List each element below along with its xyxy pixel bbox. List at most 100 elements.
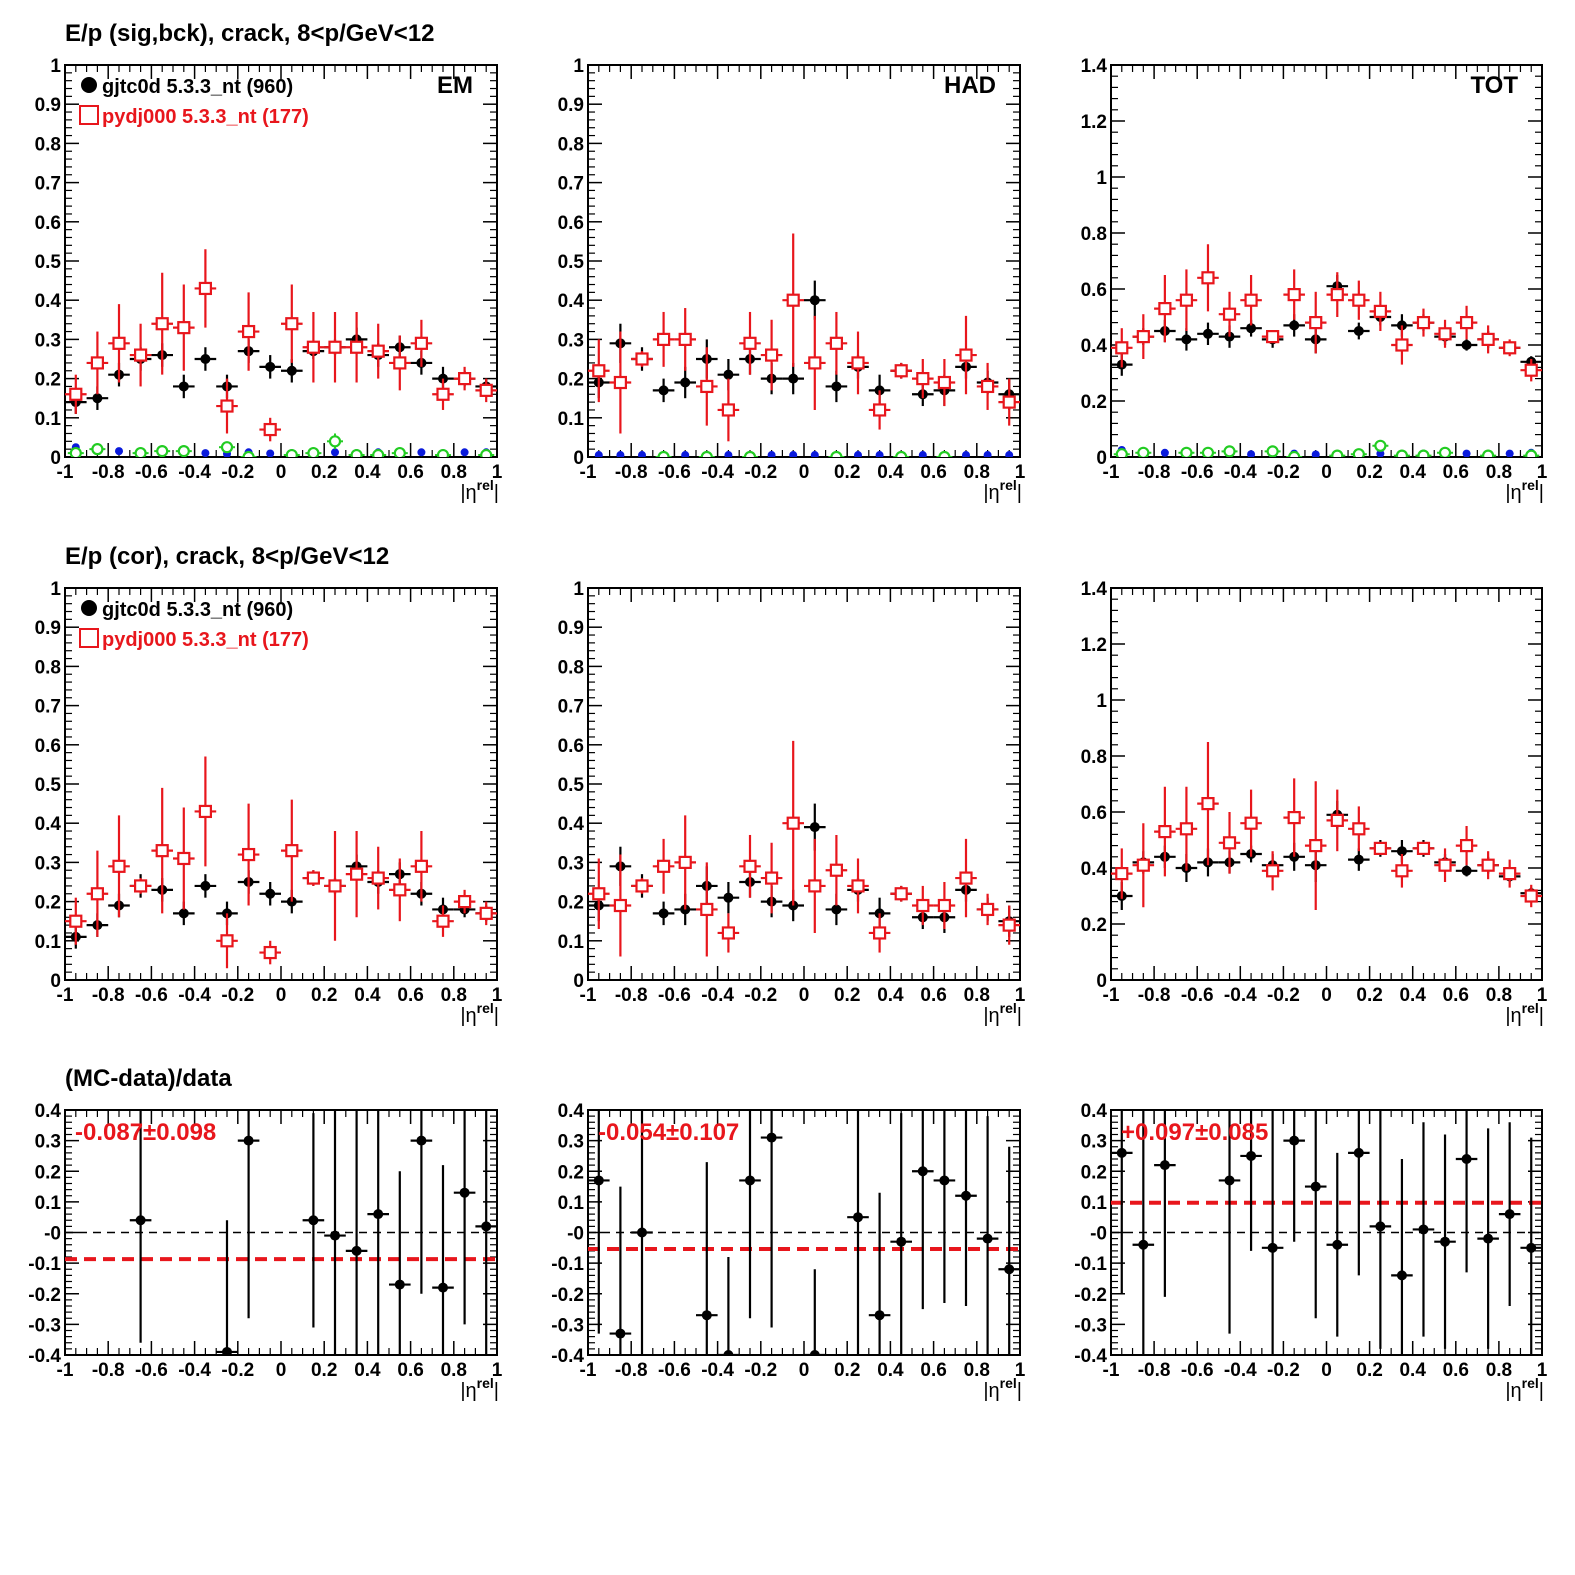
series-open-square: [65, 249, 497, 442]
data-point: [178, 381, 189, 392]
data-point: [200, 880, 211, 891]
y-tick-label: 0.4: [1081, 336, 1108, 357]
data-point: [1116, 1147, 1127, 1158]
x-tick-label: 0.8: [441, 985, 467, 1006]
plot-frame: [1110, 64, 1543, 458]
x-tick-label: -0.2: [221, 1360, 254, 1381]
green-point: [91, 443, 104, 456]
x-tick-label: -1: [57, 462, 74, 483]
x-tick-label: 0: [276, 1360, 287, 1381]
blue-point: [1160, 448, 1169, 457]
series-open-circle: [1113, 439, 1540, 457]
mc-point: [198, 804, 212, 819]
mc-point: [112, 859, 126, 873]
y-tick-label: 0.1: [35, 932, 62, 953]
series-dot: [588, 1110, 1020, 1355]
series-dot: [1111, 275, 1542, 376]
x-tick-label: -0.4: [701, 1360, 734, 1381]
mc-point: [198, 281, 212, 296]
y-tick-label: 0.7: [35, 697, 61, 718]
y-tick-label: 0.2: [1081, 392, 1107, 413]
row3-title: (MC-data)/data: [65, 1065, 232, 1092]
blue-point: [201, 449, 210, 457]
x-tick-label: -0.6: [1181, 985, 1214, 1006]
blue-point: [810, 451, 819, 457]
y-tick-label: 0: [50, 971, 61, 992]
y-tick-label: 0.6: [558, 213, 584, 234]
y-tick-label: 1: [573, 579, 584, 600]
blue-point: [854, 451, 862, 457]
panel-ratio-TOT: -0.4 -0.3 -0.2 -0.1 -0 0.1 0.2 0.3 0.4 -1 -0.8 -0.6…: [1074, 1101, 1547, 1402]
data-point: [1526, 1242, 1537, 1253]
mc-point: [155, 844, 169, 858]
mc-point: [635, 352, 649, 366]
data-point: [416, 1135, 427, 1146]
mc-point: [1352, 822, 1366, 836]
data-point: [745, 1175, 755, 1186]
data-point: [481, 1221, 492, 1232]
x-tick-label: -0.6: [1181, 462, 1214, 483]
green-point: [1223, 445, 1236, 457]
x-tick-label: 0.2: [834, 985, 860, 1006]
data-point: [1461, 1154, 1472, 1164]
y-tick-label: 0.1: [558, 932, 585, 953]
x-tick-label: 0: [276, 985, 287, 1006]
data-point: [1375, 1221, 1386, 1232]
blue-point: [115, 447, 123, 456]
mc-point: [242, 847, 256, 862]
x-tick-label: -1: [1103, 1360, 1120, 1381]
y-tick-label: -0: [1090, 1224, 1107, 1245]
green-point: [1395, 449, 1409, 457]
data-point: [135, 1215, 146, 1226]
mc-point: [1330, 813, 1344, 828]
x-axis-label: |ηrel|: [1505, 1000, 1544, 1027]
x-tick-label: -0.4: [1224, 462, 1257, 483]
x-tick-label: 1: [1015, 462, 1026, 483]
legend-data-marker: [81, 600, 97, 616]
x-axis-label: |ηrel|: [983, 477, 1022, 504]
y-tick-label: 0.4: [35, 1101, 62, 1122]
data-point: [788, 373, 799, 384]
data-layer: [1111, 1110, 1542, 1355]
x-tick-label: 0.8: [964, 1360, 990, 1381]
x-tick-label: 0.2: [834, 462, 860, 483]
mc-point: [1438, 858, 1452, 872]
mc-point: [916, 372, 930, 386]
data-point: [831, 904, 842, 915]
y-tick-label: 0.8: [1081, 224, 1107, 245]
data-point: [222, 1346, 232, 1355]
blue-point: [1311, 450, 1320, 457]
y-tick-label: -0: [567, 1224, 584, 1245]
mc-point: [592, 887, 606, 901]
mc-point: [613, 375, 628, 390]
blue-point: [962, 451, 970, 457]
y-tick-label: -0.1: [28, 1254, 61, 1275]
x-axis-label: |ηrel|: [460, 477, 499, 504]
x-axis-label: |ηrel|: [1505, 477, 1544, 504]
x-tick-label: -1: [57, 985, 74, 1006]
y-tick-label: 0.6: [1081, 803, 1107, 824]
panel-HAD: 00.10.20.30.40.50.60.70.80.91-1 -0.8 -0.6-…: [558, 56, 1026, 504]
y-tick-label: -0.4: [1074, 1346, 1107, 1367]
data-layer: [588, 740, 1020, 957]
green-point: [1201, 446, 1215, 457]
mc-point: [90, 356, 105, 370]
mc-point: [220, 934, 234, 948]
data-layer: [588, 1110, 1020, 1355]
mc-point: [1459, 316, 1474, 330]
data-point: [243, 1135, 254, 1146]
mc-point: [1503, 866, 1517, 881]
mc-point: [1201, 271, 1215, 285]
data-layer: [65, 1110, 497, 1355]
mc-point: [808, 356, 822, 370]
data-point: [1289, 320, 1300, 331]
y-tick-label: 0.2: [35, 370, 61, 391]
data-point: [330, 1230, 340, 1241]
x-tick-label: -0.6: [658, 462, 691, 483]
mc-point: [786, 816, 800, 830]
data-point: [1353, 326, 1364, 336]
mc-point: [916, 898, 930, 913]
panel-label: EM: [437, 72, 473, 99]
green-point: [134, 446, 147, 457]
